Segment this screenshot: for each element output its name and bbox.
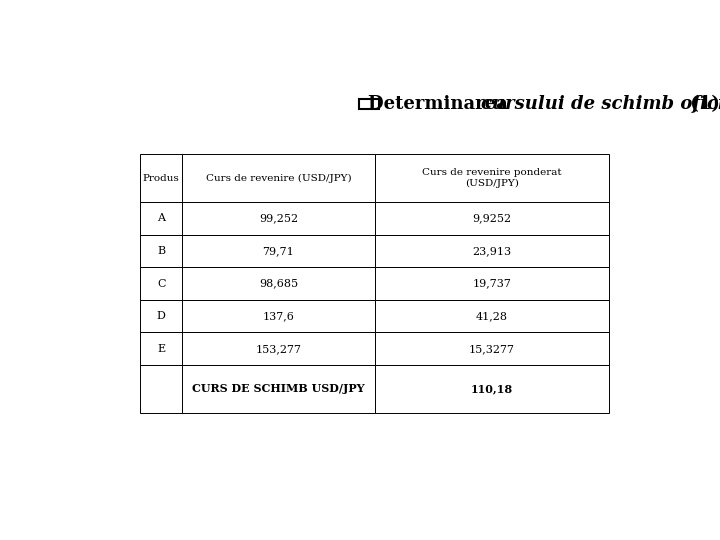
Bar xyxy=(140,234,182,267)
Text: 153,277: 153,277 xyxy=(256,344,302,354)
Text: CURS DE SCHIMB USD/JPY: CURS DE SCHIMB USD/JPY xyxy=(192,383,364,395)
Text: 9,9252: 9,9252 xyxy=(472,213,511,223)
Text: 79,71: 79,71 xyxy=(263,246,294,256)
Text: Produs: Produs xyxy=(143,173,179,183)
Bar xyxy=(140,365,182,413)
Text: D: D xyxy=(157,311,166,321)
Text: 41,28: 41,28 xyxy=(476,311,508,321)
Text: C: C xyxy=(157,279,166,288)
Text: Curs de revenire (USD/JPY): Curs de revenire (USD/JPY) xyxy=(205,173,351,183)
Text: 15,3277: 15,3277 xyxy=(469,344,515,354)
Bar xyxy=(140,300,182,333)
Bar xyxy=(374,365,609,413)
Bar xyxy=(374,154,609,202)
Text: cursului de schimb oficial: cursului de schimb oficial xyxy=(481,95,720,113)
Bar xyxy=(140,333,182,365)
Bar xyxy=(374,333,609,365)
Text: 110,18: 110,18 xyxy=(471,383,513,395)
Bar xyxy=(374,267,609,300)
Text: A: A xyxy=(157,213,165,223)
Bar xyxy=(182,234,374,267)
Text: Determinarea: Determinarea xyxy=(368,95,514,113)
Text: 98,685: 98,685 xyxy=(258,279,298,288)
Bar xyxy=(374,234,609,267)
Bar xyxy=(182,333,374,365)
Text: 99,252: 99,252 xyxy=(258,213,298,223)
Bar xyxy=(182,202,374,234)
Bar xyxy=(182,267,374,300)
Text: 19,737: 19,737 xyxy=(472,279,511,288)
Text: 137,6: 137,6 xyxy=(262,311,294,321)
Text: (1): (1) xyxy=(684,95,720,113)
Text: B: B xyxy=(157,246,165,256)
Bar xyxy=(182,300,374,333)
Bar xyxy=(140,202,182,234)
Bar xyxy=(140,154,182,202)
Text: Curs de revenire ponderat
(USD/JPY): Curs de revenire ponderat (USD/JPY) xyxy=(422,168,562,188)
Bar xyxy=(374,300,609,333)
Bar xyxy=(182,154,374,202)
Text: 23,913: 23,913 xyxy=(472,246,511,256)
Bar xyxy=(140,267,182,300)
Bar xyxy=(182,365,374,413)
Bar xyxy=(359,99,379,109)
Text: E: E xyxy=(157,344,165,354)
Bar xyxy=(374,202,609,234)
